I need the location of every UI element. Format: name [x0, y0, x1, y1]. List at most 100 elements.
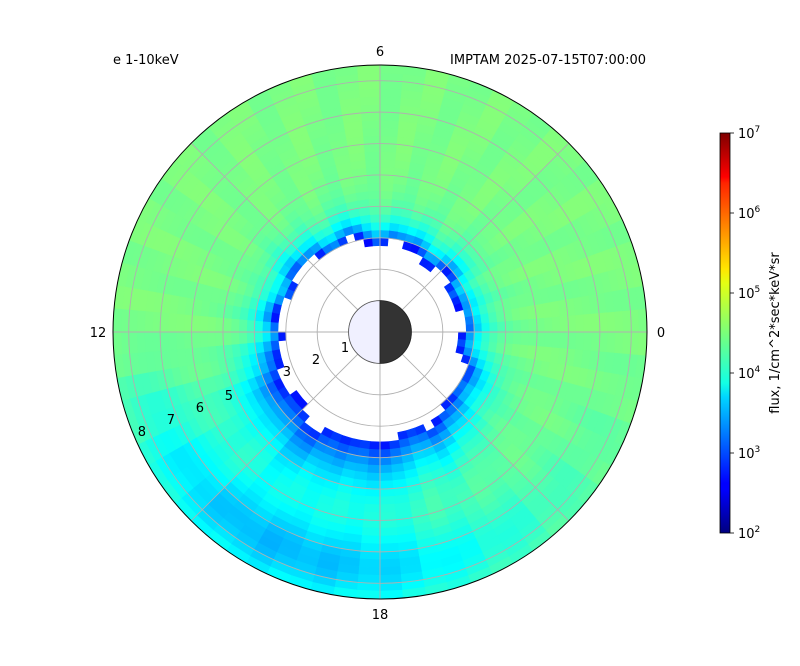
- earth-nightside: [379, 300, 412, 364]
- flux-cell: [277, 331, 287, 342]
- flux-cell: [363, 237, 373, 248]
- flux-cell: [464, 339, 475, 349]
- flux-cell: [457, 338, 467, 348]
- flux-cell: [159, 331, 170, 352]
- grid-spoke: [379, 331, 570, 522]
- colorbar-bar: [719, 132, 731, 534]
- flux-cell: [379, 96, 401, 106]
- mlt-label-18: 18: [372, 608, 389, 623]
- flux-cell: [637, 308, 647, 333]
- flux-cell: [222, 331, 232, 347]
- mlt-label-0: 0: [657, 326, 665, 341]
- colorbar-tick-label: 106: [738, 205, 761, 222]
- flux-cell: [246, 320, 256, 333]
- flux-cell: [151, 311, 162, 333]
- colorbar: 102 103 104 105 106 107 flux, 1/cm^2*sec*keV*…: [719, 125, 783, 542]
- flux-cell: [199, 315, 209, 333]
- flux-cell: [113, 331, 123, 356]
- earth-dayside: [348, 300, 381, 364]
- flux-cell: [183, 314, 193, 333]
- flux-cell: [606, 311, 616, 333]
- flux-cell: [520, 318, 530, 333]
- flux-cell: [504, 331, 514, 344]
- flux-cell: [379, 182, 394, 192]
- flux-cell: [360, 111, 381, 122]
- flux-cell: [379, 472, 394, 482]
- flux-cell: [637, 331, 647, 356]
- flux-cell: [379, 558, 401, 568]
- flux-cell: [175, 331, 185, 351]
- flux-cell: [230, 318, 240, 333]
- flux-cell: [144, 311, 154, 333]
- colorbar-label: flux, 1/cm^2*sec*keV*sr: [768, 252, 783, 414]
- flux-cell: [489, 331, 499, 343]
- flux-cell: [481, 322, 491, 333]
- flux-cell: [151, 331, 162, 353]
- flux-cell: [583, 331, 593, 351]
- flux-cell: [214, 331, 224, 347]
- flux-cell: [379, 542, 400, 553]
- flux-cell: [379, 143, 397, 153]
- flux-cell: [379, 221, 390, 231]
- flux-cell: [379, 550, 401, 561]
- flux-cell: [368, 449, 381, 458]
- flux-cell: [359, 103, 381, 114]
- flux-cell: [614, 310, 624, 333]
- flux-cell: [379, 174, 395, 184]
- flux-cell: [356, 589, 381, 599]
- flux-cell: [536, 317, 546, 333]
- flux-cell: [512, 319, 522, 333]
- flux-cell: [369, 213, 381, 223]
- flux-cell: [379, 198, 392, 208]
- flux-cell: [379, 80, 403, 90]
- flux-cell: [360, 542, 381, 553]
- flux-cell: [379, 135, 398, 145]
- flux-cell: [379, 566, 402, 576]
- flux-cell: [175, 313, 185, 333]
- flux-cell: [361, 119, 381, 129]
- flux-cell: [504, 320, 514, 333]
- colorbar-tick-label: 105: [738, 285, 760, 302]
- flux-cell: [358, 566, 381, 576]
- flux-cell: [481, 331, 491, 342]
- flux-cell: [199, 331, 209, 349]
- flux-cell: [361, 535, 381, 545]
- flux-cell: [269, 322, 279, 333]
- grid-spoke: [379, 142, 570, 333]
- flux-cell: [167, 331, 177, 351]
- flux-cell: [230, 331, 240, 346]
- flux-cell: [363, 503, 381, 513]
- flux-cell: [191, 315, 201, 333]
- flux-cell: [379, 519, 398, 529]
- flux-cell: [614, 331, 624, 354]
- flux-cell: [136, 310, 146, 333]
- flux-cell: [520, 331, 530, 346]
- radial-tick-label: 8: [138, 425, 146, 440]
- colorbar-ticks: 102 103 104 105 106 107: [730, 125, 761, 542]
- flux-cell: [622, 309, 632, 333]
- grid-spoke: [190, 142, 381, 333]
- flux-cell: [379, 111, 400, 122]
- flux-cell: [367, 464, 381, 474]
- flux-cell: [144, 331, 154, 353]
- flux-cell: [363, 143, 381, 153]
- chart-title-right: IMPTAM 2025-07-15T07:00:00: [450, 53, 646, 68]
- flux-cell: [183, 331, 193, 350]
- flux-cell: [359, 558, 381, 568]
- flux-cell: [497, 331, 506, 344]
- flux-cell: [167, 313, 177, 333]
- flux-cell: [363, 151, 381, 161]
- flux-cell: [379, 464, 393, 474]
- flux-cell: [551, 315, 561, 333]
- flux-cell: [379, 103, 401, 114]
- flux-cell: [379, 151, 397, 161]
- flux-cell: [528, 331, 538, 347]
- radial-tick-label: 6: [196, 401, 204, 416]
- flux-cell: [261, 331, 271, 343]
- flux-cell: [364, 158, 381, 169]
- flux-cell: [359, 550, 381, 561]
- flux-cell: [575, 313, 585, 333]
- flux-cell: [559, 315, 569, 333]
- flux-cell: [489, 321, 499, 333]
- flux-cell: [367, 190, 381, 200]
